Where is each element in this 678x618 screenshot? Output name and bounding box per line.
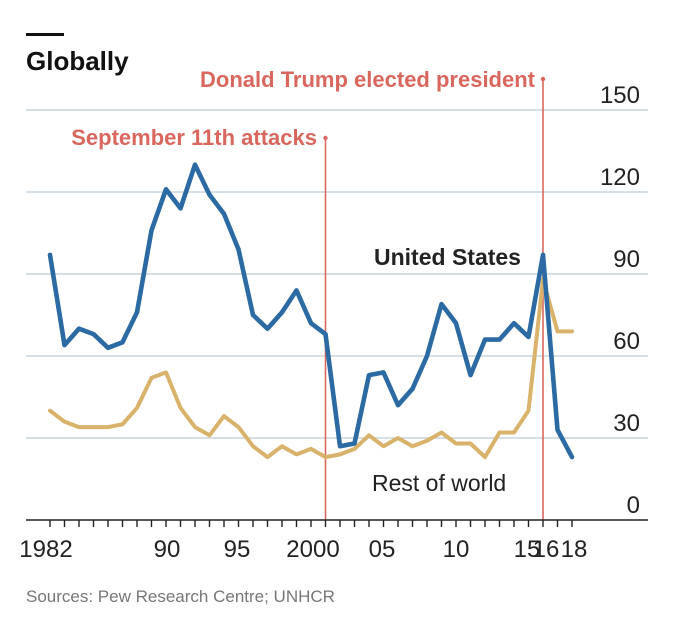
y-tick-label-120: 120	[600, 164, 640, 191]
x-tick-label-16: 16	[533, 536, 560, 563]
series-label-united-states: United States	[374, 244, 521, 270]
x-tick-label-10: 10	[443, 536, 470, 563]
event-label-1: Donald Trump elected president	[200, 67, 536, 92]
y-tick-label-30: 30	[613, 410, 640, 437]
event-label-0: September 11th attacks	[71, 125, 317, 150]
x-tick-label-95: 95	[224, 536, 251, 563]
title-bar	[26, 33, 64, 36]
series-lines	[47, 162, 575, 460]
event-markers: September 11th attacks Donald Trump elect…	[71, 67, 546, 520]
series-line-united-states	[47, 162, 575, 460]
x-tick-label-2000: 2000	[286, 536, 339, 563]
event-dot-1	[540, 76, 546, 82]
grid	[26, 109, 648, 439]
y-tick-label-150: 150	[600, 82, 640, 109]
event-dot-0	[323, 135, 328, 141]
y-tick-label-90: 90	[613, 246, 640, 273]
y-axis-labels: 0 30 60 90 120 150	[600, 82, 640, 519]
series-label-rest-of-world: Rest of world	[372, 470, 506, 496]
x-tick-label-05: 05	[369, 536, 396, 563]
x-tick-label-15: 15	[514, 536, 541, 563]
y-tick-label-60: 60	[613, 328, 640, 355]
x-tick-label-90: 90	[154, 536, 181, 563]
x-tick-label-1982: 1982	[19, 536, 72, 563]
series-line-rest-of-world	[48, 277, 574, 460]
x-tick-label-18: 18	[561, 536, 588, 563]
y-tick-label-0: 0	[627, 492, 640, 519]
source-note: Sources: Pew Research Centre; UNHCR	[26, 587, 335, 606]
chart-title: Globally	[26, 46, 129, 76]
